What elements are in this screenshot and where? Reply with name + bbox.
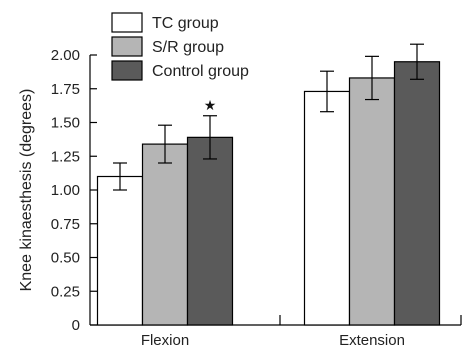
- y-tick-label: 0: [72, 317, 80, 334]
- y-tick-label: 0.50: [51, 250, 80, 267]
- legend-label: TC group: [152, 15, 219, 32]
- significance-star: ★: [204, 98, 217, 114]
- y-tick-label: 2.00: [51, 47, 80, 64]
- chart-axes: 0 0.25 0.50 0.75 1.00 1.25 1.50 1.75 2.00 Flexion…: [51, 47, 462, 348]
- y-tick-label: 1.50: [51, 115, 80, 132]
- y-tick-label: 0.25: [51, 283, 80, 300]
- legend-swatch: [111, 60, 143, 81]
- legend-swatch: [111, 36, 143, 57]
- y-tick-label: 1.75: [51, 81, 80, 98]
- bar: [303, 90, 351, 326]
- legend-label: S/R group: [152, 39, 224, 56]
- y-axis-label: Knee kinaesthesis (degrees): [18, 89, 35, 292]
- y-tick-label: 0.75: [51, 216, 80, 233]
- x-category-label: Flexion: [141, 332, 189, 348]
- bar: [348, 77, 396, 326]
- bar: [141, 143, 189, 326]
- legend-swatch: [111, 12, 143, 33]
- y-tick-label: 1.00: [51, 182, 80, 199]
- x-category-label: Extension: [339, 332, 405, 348]
- chart-legend: TC group S/R group Control group: [111, 12, 249, 81]
- bar: [393, 61, 441, 326]
- y-tick-label: 1.25: [51, 148, 80, 165]
- legend-label: Control group: [152, 63, 249, 80]
- chart-bars: ★: [96, 43, 441, 326]
- bar: [96, 175, 144, 326]
- bar: [186, 136, 234, 326]
